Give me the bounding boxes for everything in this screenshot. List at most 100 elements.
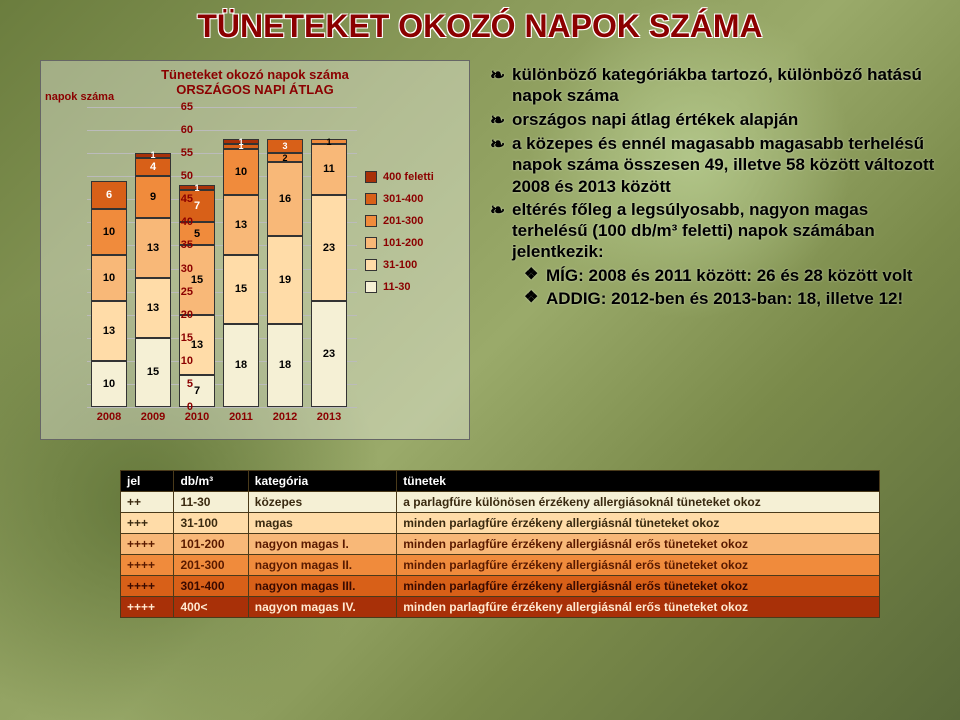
bullet-item: ❖ADDIG: 2012-ben és 2013-ban: 18, illetv… xyxy=(524,288,940,309)
y-tick: 35 xyxy=(169,239,193,251)
y-tick: 50 xyxy=(169,170,193,182)
bar-segment: 10 xyxy=(91,209,127,255)
x-tick: 2011 xyxy=(223,411,259,423)
table-cell: magas xyxy=(248,513,396,534)
table-cell: nagyon magas III. xyxy=(248,576,396,597)
table-row: ++++201-300nagyon magas II.minden parlag… xyxy=(121,555,880,576)
table-cell: a parlagfűre különösen érzékeny allergiá… xyxy=(397,492,880,513)
bar-segment: 13 xyxy=(135,218,171,278)
legend-item: 31-100 xyxy=(365,259,461,271)
bullet-list: ❧különböző kategóriákba tartozó, különbö… xyxy=(490,64,940,311)
bar-segment: 1 xyxy=(179,185,215,190)
y-tick: 60 xyxy=(169,124,193,136)
table-cell: 31-100 xyxy=(174,513,248,534)
table-cell: nagyon magas IV. xyxy=(248,597,396,618)
table-header-cell: tünetek xyxy=(397,471,880,492)
legend-swatch xyxy=(365,259,377,271)
bullet-marker: ❧ xyxy=(490,64,512,107)
legend-swatch xyxy=(365,171,377,183)
bar-segment: 15 xyxy=(179,245,215,314)
bar-segment: 10 xyxy=(91,361,127,407)
legend-item: 301-400 xyxy=(365,193,461,205)
bar-segment: 1 xyxy=(311,139,347,144)
chart-subtitle-line1: Tüneteket okozó napok száma xyxy=(161,67,349,82)
bar-segment: 10 xyxy=(91,255,127,301)
bar-segment: 23 xyxy=(311,195,347,301)
legend-item: 400 feletti xyxy=(365,171,461,183)
table-cell: ++++ xyxy=(121,597,174,618)
y-tick: 55 xyxy=(169,147,193,159)
page-title: TÜNETEKET OKOZÓ NAPOK SZÁMA xyxy=(0,8,960,45)
y-tick: 45 xyxy=(169,193,193,205)
bullet-text: ADDIG: 2012-ben és 2013-ban: 18, illetve… xyxy=(546,288,903,309)
bar-segment: 1 xyxy=(135,153,171,158)
bullet-marker: ❧ xyxy=(490,199,512,263)
legend-label: 301-400 xyxy=(383,193,423,205)
table-cell: minden parlagfűre érzékeny allergiásnál … xyxy=(397,513,880,534)
table-cell: nagyon magas II. xyxy=(248,555,396,576)
bar-segment: 18 xyxy=(223,324,259,407)
bullet-text: különböző kategóriákba tartozó, különböz… xyxy=(512,64,940,107)
bullet-item: ❖MÍG: 2008 és 2011 között: 26 és 28 közö… xyxy=(524,265,940,286)
x-tick: 2013 xyxy=(311,411,347,423)
bar-segment: 13 xyxy=(91,301,127,361)
y-tick: 40 xyxy=(169,216,193,228)
y-tick: 10 xyxy=(169,355,193,367)
bullet-marker: ❖ xyxy=(524,288,546,309)
bar-segment: 15 xyxy=(135,338,171,407)
bar-segment: 2 xyxy=(267,153,303,162)
legend-swatch xyxy=(365,215,377,227)
bar-segment: 19 xyxy=(267,236,303,324)
table-row: ++++301-400nagyon magas III.minden parla… xyxy=(121,576,880,597)
chart-plot-area: 1013101062008151313941200971315571201018… xyxy=(87,107,357,407)
bar-segment: 13 xyxy=(135,278,171,338)
table-cell: minden parlagfűre érzékeny allergiásnál … xyxy=(397,555,880,576)
grid-line xyxy=(87,107,357,108)
bar-segment: 9 xyxy=(135,176,171,218)
legend-label: 400 feletti xyxy=(383,171,434,183)
table-cell: minden parlagfűre érzékeny allergiásnál … xyxy=(397,534,880,555)
bullet-text: országos napi átlag értékek alapján xyxy=(512,109,798,132)
chart-legend: 400 feletti301-400201-300101-20031-10011… xyxy=(365,171,461,303)
legend-item: 201-300 xyxy=(365,215,461,227)
bullet-item: ❧különböző kategóriákba tartozó, különbö… xyxy=(490,64,940,107)
bar-segment: 13 xyxy=(223,195,259,255)
table-cell: minden parlagfűre érzékeny allergiásnál … xyxy=(397,576,880,597)
y-tick: 65 xyxy=(169,101,193,113)
bullet-item: ❧eltérés főleg a legsúlyosabb, nagyon ma… xyxy=(490,199,940,263)
bar-segment: 11 xyxy=(311,144,347,195)
legend-item: 101-200 xyxy=(365,237,461,249)
y-tick: 25 xyxy=(169,286,193,298)
legend-swatch xyxy=(365,237,377,249)
bar-segment: 10 xyxy=(223,149,259,195)
bar-segment: 3 xyxy=(267,139,303,153)
legend-label: 101-200 xyxy=(383,237,423,249)
bullet-text: MÍG: 2008 és 2011 között: 26 és 28 közöt… xyxy=(546,265,913,286)
table-row: +++31-100magasminden parlagfűre érzékeny… xyxy=(121,513,880,534)
table-cell: ++++ xyxy=(121,534,174,555)
bar-segment: 1 xyxy=(223,139,259,144)
table-cell: ++++ xyxy=(121,576,174,597)
bullet-marker: ❧ xyxy=(490,133,512,197)
table-header-cell: kategória xyxy=(248,471,396,492)
bullet-text: a közepes és ennél magasabb magasabb ter… xyxy=(512,133,940,197)
table-cell: ++++ xyxy=(121,555,174,576)
category-table: jeldb/m³kategóriatünetek++11-30közepesa … xyxy=(120,470,880,618)
bullet-text: eltérés főleg a legsúlyosabb, nagyon mag… xyxy=(512,199,940,263)
chart-subtitle-line2: ORSZÁGOS NAPI ÁTLAG xyxy=(176,82,333,97)
legend-label: 31-100 xyxy=(383,259,417,271)
y-axis-label: napok száma xyxy=(45,91,114,103)
bullet-marker: ❧ xyxy=(490,109,512,132)
table-row: ++++400<nagyon magas IV.minden parlagfűr… xyxy=(121,597,880,618)
table-cell: 400< xyxy=(174,597,248,618)
y-tick: 0 xyxy=(169,401,193,413)
bar-segment: 4 xyxy=(135,158,171,176)
y-tick: 15 xyxy=(169,332,193,344)
table-header-cell: db/m³ xyxy=(174,471,248,492)
bar-segment: 6 xyxy=(91,181,127,209)
grid-line xyxy=(87,407,357,408)
table-cell: +++ xyxy=(121,513,174,534)
bar-segment: 15 xyxy=(223,255,259,324)
table-cell: közepes xyxy=(248,492,396,513)
bullet-item: ❧a közepes és ennél magasabb magasabb te… xyxy=(490,133,940,197)
